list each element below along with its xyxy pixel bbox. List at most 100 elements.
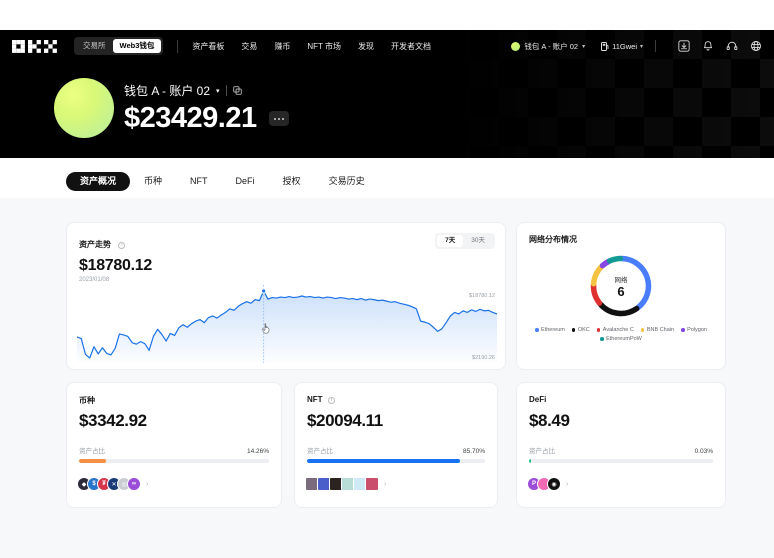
trend-chart-svg	[76, 285, 498, 363]
trend-chart[interactable]: $18780.12 $2190.26	[76, 285, 498, 363]
nft-summary-card: NFT i $20094.11 资产占比 85.70% ›	[294, 382, 498, 508]
nav-link-discover[interactable]: 发现	[358, 41, 375, 51]
legend-item-bnb-chain[interactable]: BNB Chain	[640, 327, 674, 333]
nft-title-row: NFT i	[307, 395, 335, 404]
donut-svg	[590, 255, 652, 317]
legend-color-dot	[600, 337, 604, 341]
defi-value: $8.49	[529, 411, 570, 430]
nft-icon-stack[interactable]: ›	[305, 477, 386, 491]
top-navigation-bar: 交易所 Web3钱包 资产看板 交易 赚币 NFT 市场 发现 开发者文档 钱包…	[0, 30, 774, 62]
ellipsis-icon[interactable]	[268, 111, 289, 126]
defi-summary-card: DeFi $8.49 资产占比 0.03% P ◉ ›	[516, 382, 726, 508]
tab-tokens[interactable]: 币种	[144, 176, 163, 186]
nft-value: $20094.11	[307, 411, 383, 430]
legend-color-dot	[535, 328, 539, 332]
account-selector[interactable]: 钱包 A - 账户 02 ▾	[511, 41, 585, 52]
tokens-progress-fill	[79, 459, 107, 463]
bell-icon[interactable]	[699, 38, 716, 55]
trend-header: 资产走势 i $18780.12 2023/01/08	[79, 234, 152, 283]
tokens-ratio-label: 资产占比	[79, 448, 105, 455]
network-donut-chart[interactable]: 网络 6	[588, 253, 654, 319]
asset-tabs: 资产概况 币种 NFT DeFi 授权 交易历史	[66, 172, 379, 191]
balance-row: $23429.21	[124, 102, 289, 135]
trend-title: 资产走势	[79, 240, 111, 249]
range-30d[interactable]: 30天	[471, 237, 485, 244]
tab-nft[interactable]: NFT	[190, 176, 208, 186]
nav-link-nft-market[interactable]: NFT 市场	[307, 41, 342, 51]
product-switcher: 交易所 Web3钱包	[74, 37, 164, 55]
network-legend: Ethereum OKC Avalanche C BNB Chain Polygon Et…	[523, 327, 719, 342]
range-toggle: 7天 30天	[435, 233, 495, 249]
asset-trend-card: 资产走势 i $18780.12 2023/01/08 7天 30天	[66, 222, 506, 370]
donut-center: 网络 6	[588, 253, 654, 319]
nav-link-asset-dashboard[interactable]: 资产看板	[192, 41, 225, 51]
tokens-summary-card: 币种 $3342.92 资产占比 14.26% ◆ $ ₮ ✕ ◎ ∞ ›	[66, 382, 282, 508]
nav-link-trade[interactable]: 交易	[241, 41, 258, 51]
nft-thumbnail[interactable]	[365, 477, 379, 491]
nav-separator	[655, 40, 656, 52]
legend-color-dot	[681, 328, 685, 332]
info-icon[interactable]: i	[327, 396, 335, 404]
divider	[225, 85, 227, 96]
nav-link-earn[interactable]: 赚币	[274, 41, 291, 51]
defi-progress-fill	[529, 459, 532, 463]
token-icon[interactable]: ∞	[127, 477, 141, 491]
segment-web3-wallet[interactable]: Web3钱包	[112, 39, 162, 53]
headset-icon[interactable]	[723, 38, 740, 55]
tab-overview[interactable]: 资产概况	[66, 172, 131, 191]
tokens-progress-bar	[79, 459, 269, 463]
okx-logo-icon	[12, 39, 57, 53]
legend-item-ethereum[interactable]: Ethereum	[535, 327, 565, 333]
donut-segment-ethereum[interactable]	[618, 255, 652, 311]
gas-fee-selector[interactable]: 11Gwei ▾	[601, 41, 643, 51]
legend-label: Avalanche C	[602, 327, 634, 333]
tab-approvals[interactable]: 授权	[282, 176, 301, 186]
nft-progress-bar	[307, 459, 485, 463]
legend-color-dot	[640, 328, 645, 332]
defi-icon-stack[interactable]: P ◉ ›	[527, 477, 568, 491]
chevron-right-icon[interactable]: ›	[384, 480, 387, 488]
legend-item-ethereumpow[interactable]: EthereumPoW	[600, 336, 642, 342]
defi-title: DeFi	[529, 395, 547, 404]
tokens-icon-stack[interactable]: ◆ $ ₮ ✕ ◎ ∞ ›	[77, 477, 148, 491]
trend-value: $18780.12	[79, 257, 152, 274]
nft-progress-fill	[307, 459, 460, 463]
tab-defi[interactable]: DeFi	[235, 176, 255, 186]
donut-segment-okc[interactable]	[597, 301, 640, 317]
nft-ratio-label: 资产占比	[307, 448, 333, 455]
chevron-right-icon[interactable]: ›	[146, 480, 149, 488]
defi-ratio-value: 0.03%	[694, 448, 713, 455]
tokens-ratio-row: 资产占比 14.26%	[79, 445, 269, 455]
legend-label: Ethereum	[541, 327, 565, 333]
donut-center-count: 6	[617, 283, 625, 299]
tab-transactions[interactable]: 交易历史	[328, 176, 365, 186]
legend-label: EthereumPoW	[606, 336, 642, 342]
download-icon[interactable]	[675, 38, 692, 55]
tokens-ratio-value: 14.26%	[246, 448, 269, 455]
legend-item-okc[interactable]: OKC	[571, 327, 590, 333]
range-7d[interactable]: 7天	[437, 235, 464, 247]
segment-exchange[interactable]: 交易所	[83, 41, 106, 50]
mouse-cursor-icon	[262, 323, 270, 334]
nft-title: NFT	[307, 395, 323, 404]
network-distribution-card: 网络分布情况 网络 6 Ethereum OKC Avalanche C BNB Ch…	[516, 222, 726, 370]
globe-icon[interactable]	[747, 38, 764, 55]
nav-link-developer-docs[interactable]: 开发者文档	[391, 41, 432, 51]
info-icon[interactable]: i	[118, 241, 126, 249]
token-icon[interactable]: ◉	[547, 477, 561, 491]
wallet-name-row: 钱包 A - 账户 02 ▾	[124, 82, 242, 99]
okx-logo[interactable]	[12, 39, 58, 53]
chevron-down-icon[interactable]: ▾	[216, 87, 220, 95]
wallet-name-label: 钱包 A - 账户 02	[124, 84, 211, 98]
legend-item-polygon[interactable]: Polygon	[681, 327, 707, 333]
legend-item-avalanche-c[interactable]: Avalanche C	[596, 327, 634, 333]
axis-min-label: $2190.26	[472, 355, 495, 361]
trend-date: 2023/01/08	[79, 277, 110, 283]
donut-segment-ethereumpow[interactable]	[607, 255, 624, 264]
copy-icon[interactable]	[232, 86, 242, 95]
legend-label: Polygon	[687, 327, 707, 333]
account-status-dot	[511, 41, 521, 51]
chevron-right-icon[interactable]: ›	[566, 480, 569, 488]
hero-checker-pattern	[354, 30, 774, 158]
